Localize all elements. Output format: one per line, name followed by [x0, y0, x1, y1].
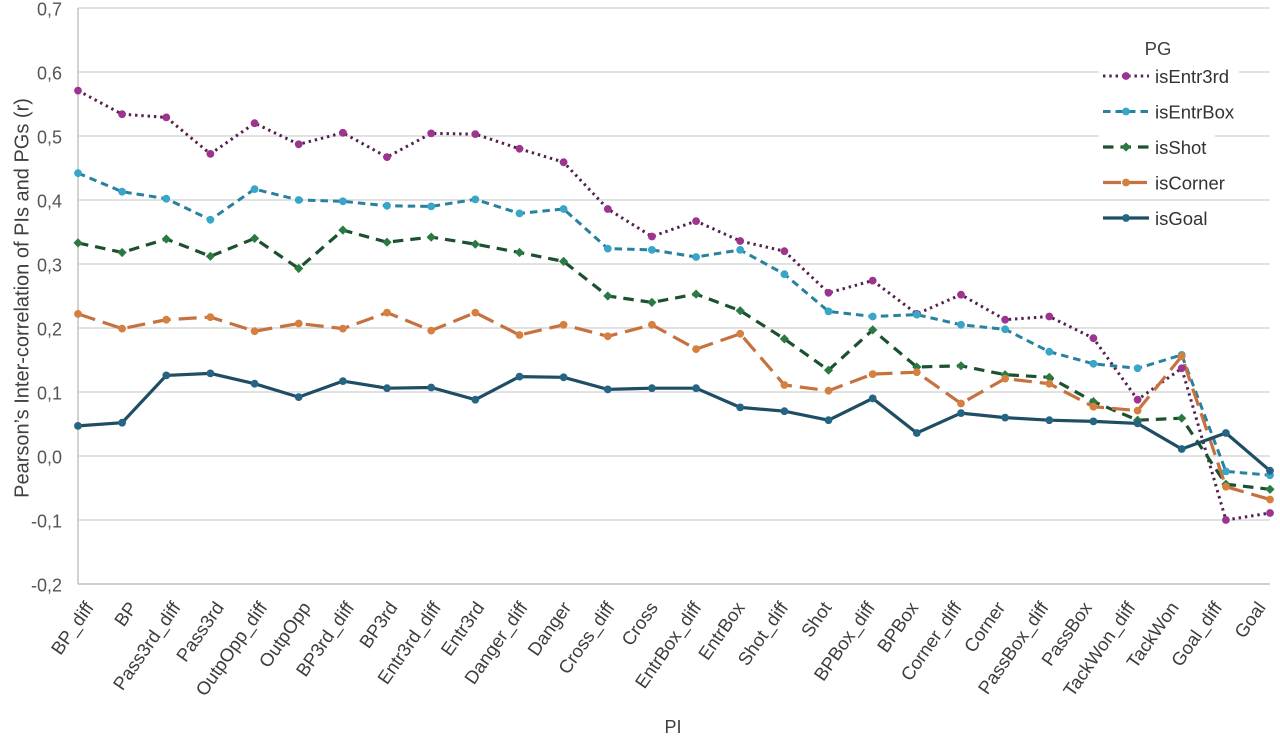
svg-text:isEntrBox: isEntrBox	[1155, 102, 1235, 123]
svg-text:0,6: 0,6	[37, 64, 62, 84]
svg-text:isGoal: isGoal	[1155, 208, 1207, 229]
svg-text:0,4: 0,4	[37, 192, 62, 212]
svg-text:0,5: 0,5	[37, 128, 62, 148]
svg-text:isEntr3rd: isEntr3rd	[1155, 66, 1229, 87]
svg-text:0,0: 0,0	[37, 448, 62, 468]
svg-text:0,1: 0,1	[37, 384, 62, 404]
svg-text:-0,1: -0,1	[31, 512, 62, 532]
svg-text:-0,2: -0,2	[31, 576, 62, 596]
svg-text:0,3: 0,3	[37, 256, 62, 276]
svg-text:Pearson’s Inter-correlation of: Pearson’s Inter-correlation of PIs and P…	[12, 98, 34, 498]
svg-text:PI: PI	[664, 717, 681, 737]
svg-text:isCorner: isCorner	[1155, 173, 1225, 194]
svg-text:0,7: 0,7	[37, 0, 62, 20]
svg-text:0,2: 0,2	[37, 320, 62, 340]
svg-text:isShot: isShot	[1155, 137, 1206, 158]
svg-text:PG: PG	[1145, 38, 1172, 59]
